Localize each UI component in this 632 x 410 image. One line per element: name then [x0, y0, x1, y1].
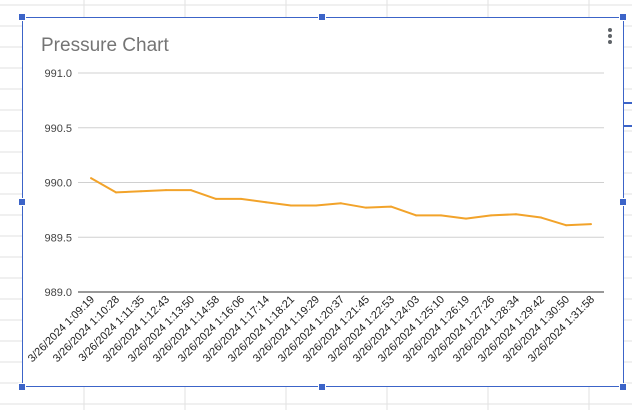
data-point: [115, 191, 117, 194]
data-point: [190, 189, 192, 192]
data-point: [315, 204, 317, 207]
data-point: [440, 214, 442, 217]
resize-handle-bottom-middle[interactable]: [318, 383, 326, 391]
data-point: [265, 201, 267, 204]
y-tick-label: 989.5: [44, 232, 72, 244]
data-point: [590, 223, 592, 226]
resize-handle-top-middle[interactable]: [318, 13, 326, 21]
data-point: [90, 177, 92, 180]
y-tick-label: 990.5: [44, 123, 72, 135]
chart-title: Pressure Chart: [41, 35, 169, 56]
data-point: [290, 204, 292, 207]
y-tick-label: 991.0: [44, 68, 72, 80]
chart-container[interactable]: Pressure Chart: [22, 17, 624, 387]
resize-handle-middle-right[interactable]: [619, 198, 627, 206]
data-point: [240, 197, 242, 200]
data-point: [515, 213, 517, 216]
resize-handle-middle-left[interactable]: [18, 198, 26, 206]
data-point: [340, 202, 342, 205]
data-point: [165, 189, 167, 192]
data-point: [390, 205, 392, 208]
data-point: [215, 197, 217, 200]
data-point: [140, 190, 142, 193]
y-tick-label: 989.0: [44, 287, 72, 299]
column-edge-marker: [624, 125, 632, 127]
resize-handle-bottom-left[interactable]: [18, 383, 26, 391]
column-edge-marker: [624, 102, 632, 104]
data-point: [365, 206, 367, 209]
resize-handle-top-left[interactable]: [18, 13, 26, 21]
data-point: [565, 224, 567, 227]
resize-handle-top-right[interactable]: [619, 13, 627, 21]
resize-handle-bottom-right[interactable]: [619, 383, 627, 391]
y-tick-label: 990.0: [44, 178, 72, 190]
data-point: [415, 214, 417, 217]
data-point: [465, 217, 467, 220]
more-vert-icon[interactable]: [607, 26, 613, 46]
data-point: [540, 216, 542, 219]
data-point: [490, 214, 492, 217]
series-line: [90, 177, 592, 227]
